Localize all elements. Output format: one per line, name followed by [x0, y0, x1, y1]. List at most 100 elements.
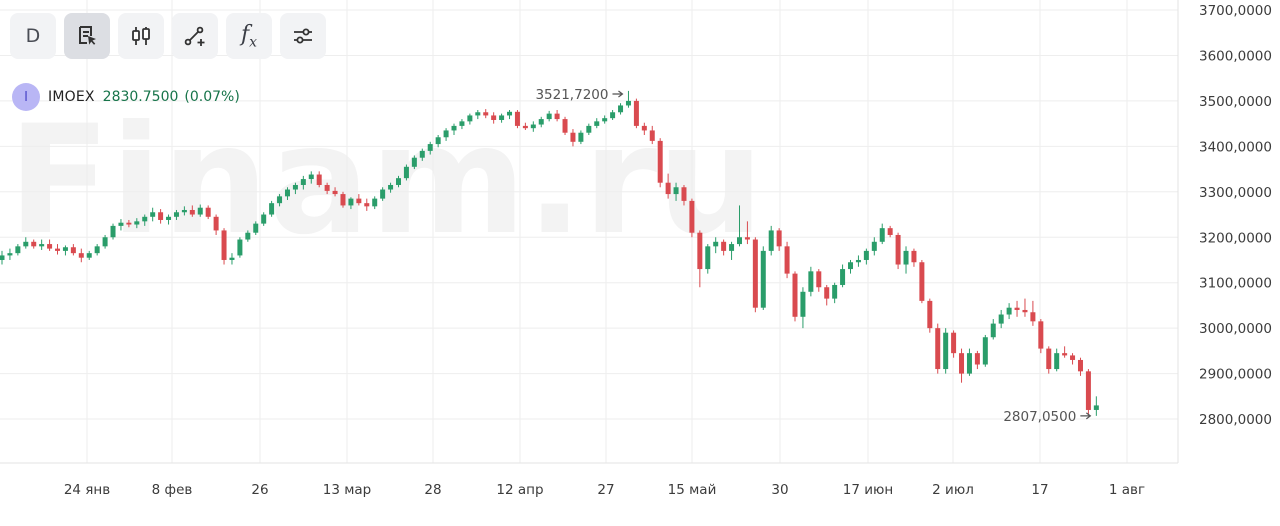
candle	[340, 191, 346, 208]
candle	[356, 194, 362, 206]
y-tick-label: 3400,0000	[1199, 139, 1272, 155]
candle	[602, 115, 608, 124]
candle-body	[451, 125, 457, 131]
candle	[467, 113, 473, 125]
candle-body	[538, 119, 544, 125]
candle-body	[681, 187, 687, 201]
candle-body	[871, 241, 877, 251]
candle-body	[269, 203, 275, 215]
candle	[903, 246, 909, 274]
y-tick-label: 3600,0000	[1199, 48, 1272, 64]
candle	[451, 123, 457, 135]
candle	[1022, 298, 1028, 317]
indicators-button[interactable]: fx	[226, 13, 272, 59]
candle	[562, 116, 568, 135]
candle-body	[118, 222, 124, 226]
candle-body	[229, 257, 235, 260]
x-tick-label: 8 фев	[152, 482, 193, 498]
candles-button[interactable]	[118, 13, 164, 59]
candle	[935, 323, 941, 374]
candle-body	[1077, 359, 1083, 372]
marker-arrow	[1080, 412, 1092, 420]
candle	[443, 128, 449, 141]
x-tick-label: 24 янв	[64, 482, 110, 498]
candle	[776, 228, 782, 251]
candle	[879, 223, 885, 245]
candle	[491, 112, 497, 124]
candle-body	[855, 259, 861, 263]
candle-body	[1054, 353, 1060, 370]
candle-body	[245, 232, 251, 240]
candle	[1070, 353, 1076, 365]
candle	[78, 248, 84, 263]
candle-body	[39, 244, 45, 247]
candle-body	[396, 178, 401, 185]
chart-draw-button[interactable]	[64, 13, 110, 59]
candle	[39, 239, 45, 250]
candle	[649, 125, 655, 145]
candle-body	[403, 166, 409, 179]
candle-body	[94, 246, 100, 254]
candle	[927, 298, 933, 333]
candle-body	[935, 328, 941, 370]
candle	[673, 182, 679, 201]
candle-body	[903, 250, 909, 265]
instrument-letter: I	[24, 89, 28, 105]
candle-body	[1030, 312, 1036, 322]
candle	[625, 90, 631, 108]
candle-body	[927, 300, 933, 329]
instrument-ticker[interactable]: IMOEX	[48, 89, 95, 105]
candle-body	[253, 223, 259, 233]
candle	[697, 230, 703, 288]
candle-body	[546, 113, 552, 120]
candle-body	[499, 115, 505, 120]
period-button[interactable]: D	[10, 13, 56, 59]
candle-body	[514, 111, 520, 126]
candle-body	[55, 248, 61, 251]
candle	[435, 134, 441, 148]
candle-body	[530, 124, 536, 129]
document-pointer-icon	[79, 26, 96, 45]
candle-body	[205, 207, 211, 217]
candle-body	[744, 237, 750, 240]
candle-body	[308, 174, 314, 180]
candle	[181, 206, 187, 216]
candle-body	[625, 100, 631, 106]
candle-body	[0, 255, 5, 260]
candle	[752, 237, 758, 313]
candle-body	[1093, 405, 1099, 410]
candle	[1014, 300, 1020, 317]
candle	[213, 214, 219, 235]
candle	[205, 205, 211, 220]
sliders-icon	[294, 28, 312, 44]
candle-body	[641, 125, 647, 131]
last-price: 2830.7500	[102, 89, 179, 105]
candle	[142, 214, 148, 226]
candle-body	[70, 247, 76, 254]
candle	[546, 110, 552, 122]
candle-body	[768, 230, 774, 251]
settings-button[interactable]	[280, 13, 326, 59]
candle	[126, 219, 132, 228]
instrument-legend: I IMOEX 2830.7500 (0.07%)	[12, 83, 240, 111]
candle	[221, 228, 227, 265]
candle	[308, 171, 314, 184]
candle	[427, 141, 433, 155]
candle-body	[427, 144, 433, 151]
candle-body	[951, 332, 957, 354]
candle-body	[1070, 355, 1076, 360]
candle	[150, 207, 156, 222]
candle-body	[919, 262, 925, 301]
candle-body	[364, 203, 370, 207]
candle-body	[372, 198, 378, 207]
candle	[419, 148, 425, 161]
x-tick-label: 27	[597, 482, 614, 498]
candle-body	[800, 291, 806, 317]
candle	[284, 187, 290, 200]
candle-body	[760, 250, 766, 308]
candle	[47, 239, 53, 251]
line-tool-button[interactable]	[172, 13, 218, 59]
candle-body	[1062, 353, 1068, 356]
instrument-avatar[interactable]: I	[12, 83, 40, 111]
